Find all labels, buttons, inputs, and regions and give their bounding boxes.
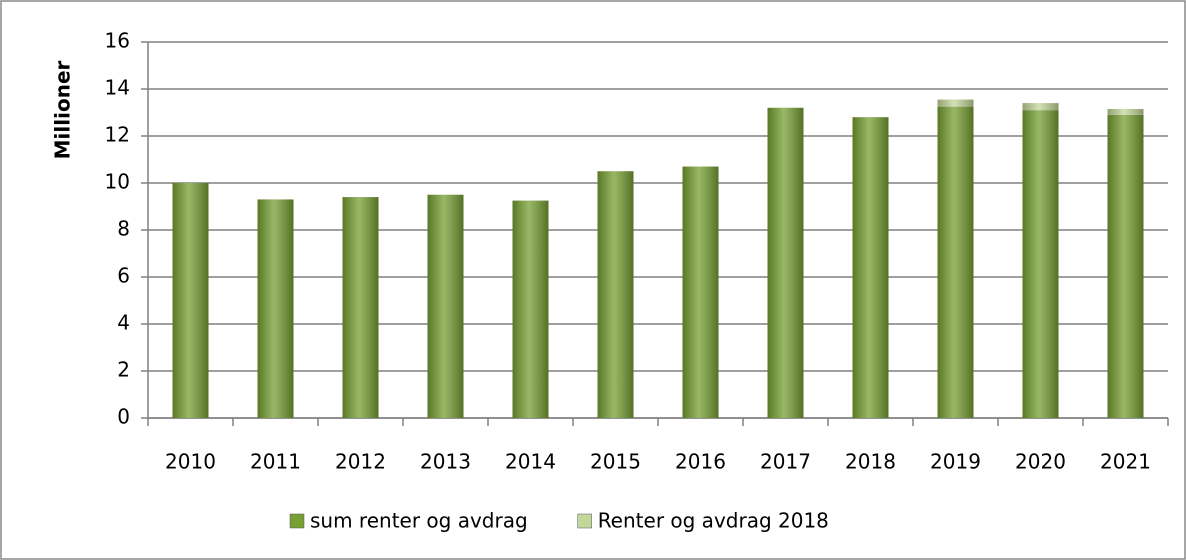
x-tick-label: 2011: [250, 450, 301, 474]
x-tick-label: 2020: [1015, 450, 1066, 474]
x-tick-label: 2010: [165, 450, 216, 474]
legend-swatch: [577, 513, 592, 529]
bar-shade: [1107, 108, 1144, 115]
bar-shade: [257, 199, 294, 418]
y-tick-label: 6: [117, 264, 130, 288]
y-axis-title: Millioner: [51, 61, 75, 160]
bar-shade: [1022, 103, 1059, 111]
y-tick-label: 2: [117, 358, 130, 382]
x-tick-label: 2012: [335, 450, 386, 474]
y-tick-label: 4: [117, 311, 130, 335]
bar-shade: [937, 99, 974, 107]
y-tick-label: 10: [105, 170, 130, 194]
bar-shade: [852, 117, 889, 418]
y-tick-label: 16: [105, 29, 130, 53]
x-tick-label: 2013: [420, 450, 471, 474]
bar-shade: [427, 194, 464, 418]
bar-shade: [682, 166, 719, 418]
bar-shade: [172, 183, 209, 418]
x-tick-label: 2018: [845, 450, 896, 474]
bar-shade: [937, 106, 974, 418]
legend-label: sum renter og avdrag: [310, 509, 528, 533]
bar-shade: [342, 197, 379, 418]
bar-shade: [767, 107, 804, 419]
bar-shade: [597, 171, 634, 418]
x-tick-label: 2017: [760, 450, 811, 474]
x-tick-label: 2015: [590, 450, 641, 474]
x-tick-label: 2016: [675, 450, 726, 474]
x-tick-label: 2019: [930, 450, 981, 474]
x-tick-label: 2014: [505, 450, 556, 474]
bar-shade: [512, 200, 549, 418]
legend-swatch: [289, 513, 305, 529]
legend-label: Renter og avdrag 2018: [598, 509, 829, 533]
bar-shade: [1107, 114, 1144, 418]
x-tick-label: 2021: [1100, 450, 1151, 474]
y-tick-label: 0: [117, 405, 130, 429]
y-tick-label: 12: [105, 123, 130, 147]
bar-shade: [1022, 110, 1059, 419]
y-tick-label: 14: [105, 76, 130, 100]
y-tick-label: 8: [117, 217, 130, 241]
